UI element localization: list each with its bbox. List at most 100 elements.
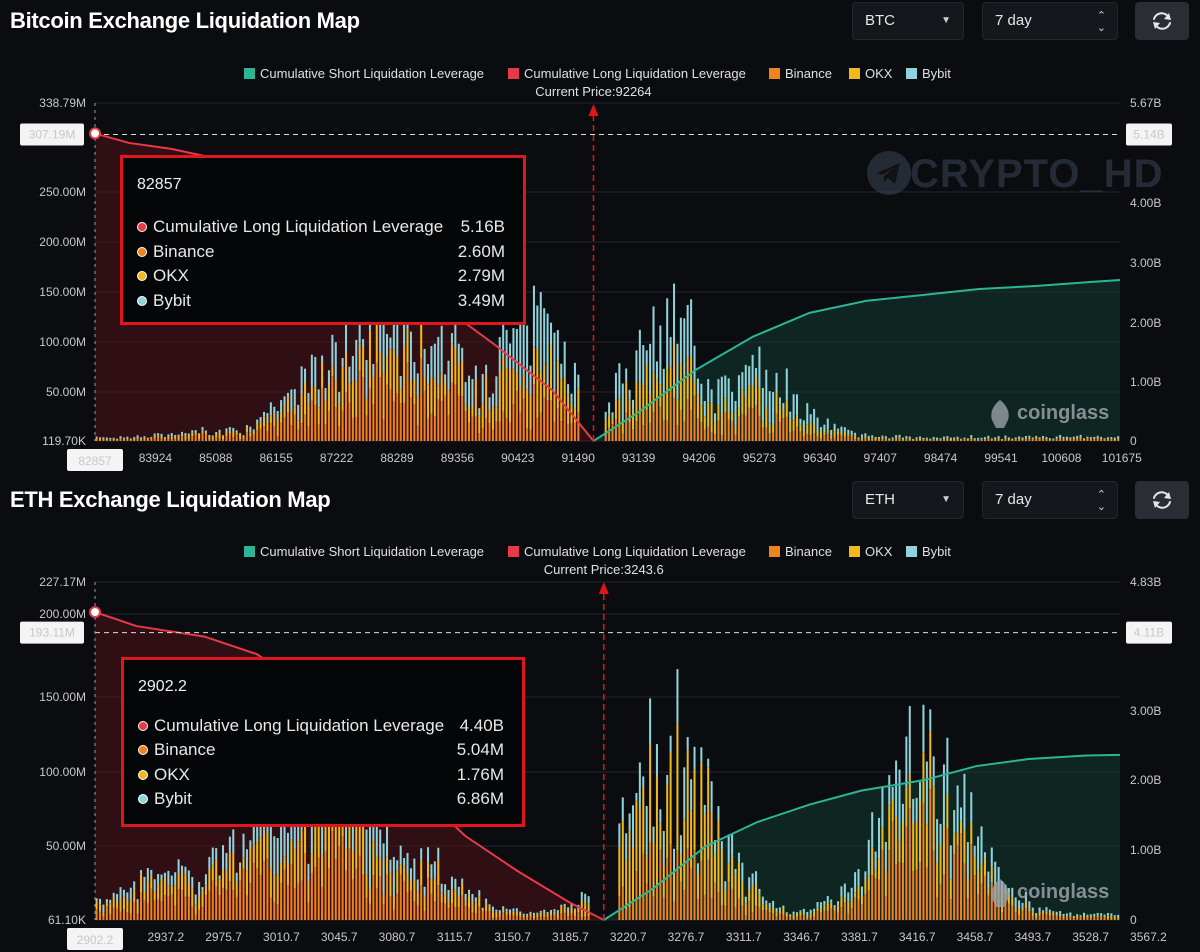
bar-okx (280, 863, 283, 884)
bar-okx (912, 439, 915, 441)
bar-bybit (310, 354, 313, 386)
btc-period-select[interactable]: 7 day ⌃ ⌄ (982, 2, 1118, 40)
bar-binance (946, 439, 949, 441)
bar-okx (341, 367, 344, 411)
x-marker-box (67, 449, 123, 471)
bar-okx (416, 396, 419, 426)
bar-bybit (1086, 436, 1089, 439)
bar-bybit (406, 852, 409, 874)
bar-bybit (444, 374, 447, 383)
bar-okx (929, 731, 932, 789)
bar-bybit (922, 437, 925, 440)
bar-bybit (901, 437, 904, 440)
bar-bybit (632, 399, 635, 409)
bar-binance (99, 911, 102, 920)
bar-okx (799, 911, 802, 916)
bar-okx (655, 379, 658, 399)
bar-bybit (635, 792, 638, 801)
bar-binance (573, 915, 576, 920)
bar-bybit (823, 424, 826, 433)
bar-binance (553, 915, 556, 920)
bar-binance (396, 392, 399, 441)
bar-okx (652, 371, 655, 413)
bar-binance (430, 413, 433, 441)
bar-bybit (802, 420, 805, 431)
bar-okx (515, 373, 518, 392)
y-right-tick: 0 (1130, 434, 1137, 448)
bar-okx (321, 854, 324, 887)
bar-okx (912, 824, 915, 872)
bar-okx (1031, 438, 1034, 440)
bar-okx (973, 438, 976, 440)
bar-bybit (925, 761, 928, 825)
bar-binance (994, 439, 997, 441)
y-right-tick: 4.83B (1130, 575, 1161, 589)
bar-okx (252, 430, 255, 435)
eth-coin-select[interactable]: ETH ▼ (852, 481, 964, 519)
bar-bybit (659, 325, 662, 385)
bar-binance (529, 429, 532, 441)
bar-bybit (854, 432, 857, 436)
bar-bybit (673, 848, 676, 873)
bar-okx (871, 847, 874, 876)
bar-okx (215, 432, 218, 438)
bar-bybit (741, 372, 744, 390)
bar-binance (628, 907, 631, 920)
bar-binance (577, 412, 580, 441)
bar-okx (485, 374, 488, 419)
bar-binance (789, 432, 792, 441)
bar-okx (1065, 438, 1068, 441)
bar-binance (1069, 917, 1072, 920)
bar-bybit (696, 378, 699, 395)
bar-bybit (249, 426, 252, 433)
bar-bybit (874, 436, 877, 438)
eth-refresh-button[interactable] (1135, 481, 1189, 519)
bar-okx (263, 829, 266, 862)
y-left-tick: 50.00M (46, 385, 86, 399)
bar-bybit (929, 438, 932, 440)
bar-binance (1106, 918, 1109, 920)
bar-bybit (830, 429, 833, 436)
bar-bybit (1072, 915, 1075, 917)
bar-okx (286, 396, 289, 413)
bar-okx (355, 381, 358, 418)
bar-binance (720, 905, 723, 920)
bar-okx (300, 830, 303, 881)
bar-binance (772, 432, 775, 441)
bar-binance (772, 912, 775, 920)
bar-bybit (1113, 915, 1116, 917)
bar-okx (450, 343, 453, 383)
bar-okx (1011, 439, 1014, 441)
btc-coin-select[interactable]: BTC ▼ (852, 2, 964, 40)
bar-binance (1011, 905, 1014, 920)
y-left-tick: 50.00M (46, 839, 86, 853)
bar-binance (826, 433, 829, 441)
btc-refresh-button[interactable] (1135, 2, 1189, 40)
eth-period-select[interactable]: 7 day ⌃ ⌄ (982, 481, 1118, 519)
bar-bybit (703, 400, 706, 417)
bar-okx (768, 907, 771, 913)
bar-binance (194, 435, 197, 441)
bar-bybit (799, 910, 802, 912)
bar-binance (755, 404, 758, 441)
bar-okx (751, 385, 754, 409)
bar-okx (95, 900, 98, 910)
bar-okx (567, 913, 570, 917)
bar-okx (157, 435, 160, 438)
bar-binance (532, 918, 535, 920)
bar-binance (133, 440, 136, 441)
bar-binance (471, 416, 474, 441)
bar-okx (1096, 915, 1099, 918)
bar-okx (249, 432, 252, 437)
bar-binance (621, 433, 624, 441)
bar-bybit (105, 437, 108, 440)
bar-okx (245, 870, 248, 896)
bar-bybit (693, 746, 696, 770)
x-tick-label: 3493.7 (1014, 930, 1051, 944)
bar-okx (423, 377, 426, 391)
bar-okx (994, 438, 997, 440)
bar-binance (235, 897, 238, 920)
bar-binance (1048, 440, 1051, 441)
bar-binance (775, 916, 778, 920)
bar-okx (481, 909, 484, 912)
